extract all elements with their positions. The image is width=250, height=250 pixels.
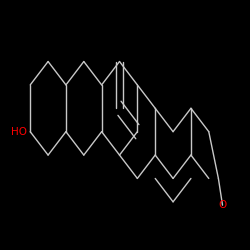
Text: O: O [218,200,227,210]
Text: HO: HO [11,127,27,137]
